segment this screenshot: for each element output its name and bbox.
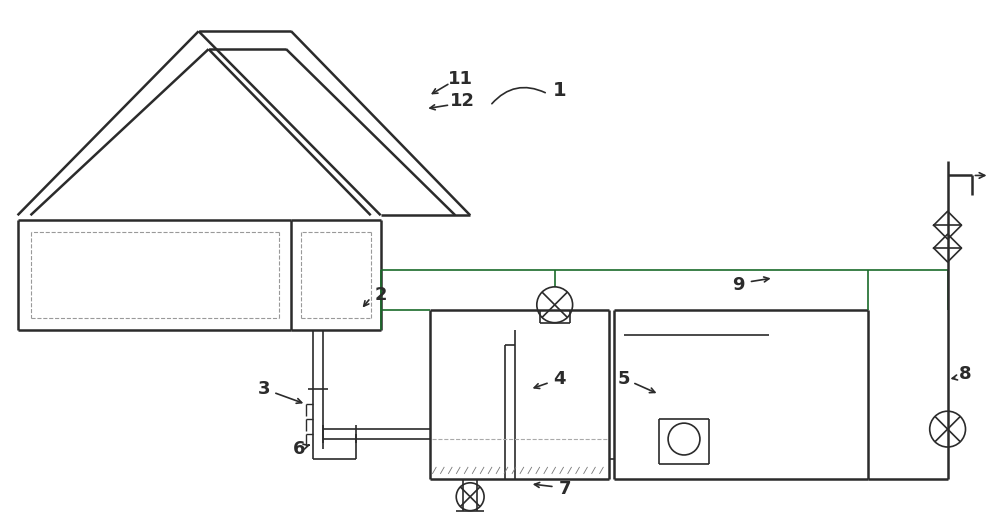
Text: 2: 2 [374, 286, 387, 304]
Text: 12: 12 [450, 92, 475, 110]
Text: 3: 3 [258, 380, 271, 399]
Text: 6: 6 [293, 440, 305, 458]
Text: 11: 11 [448, 70, 473, 88]
Text: 4: 4 [553, 370, 566, 389]
Text: 1: 1 [553, 82, 566, 100]
Text: 7: 7 [558, 480, 571, 498]
Text: 8: 8 [959, 366, 972, 383]
Text: 9: 9 [732, 276, 745, 294]
Text: 5: 5 [618, 370, 631, 389]
